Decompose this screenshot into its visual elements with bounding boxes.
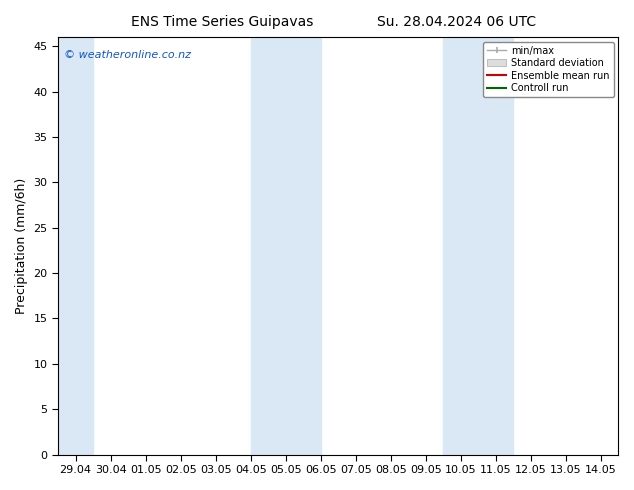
Bar [58,37,93,455]
Text: Su. 28.04.2024 06 UTC: Su. 28.04.2024 06 UTC [377,15,536,29]
Text: ENS Time Series Guipavas: ENS Time Series Guipavas [131,15,313,29]
Text: © weatheronline.co.nz: © weatheronline.co.nz [63,49,191,60]
Y-axis label: Precipitation (mm/6h): Precipitation (mm/6h) [15,178,28,314]
Legend: min/max, Standard deviation, Ensemble mean run, Controll run: min/max, Standard deviation, Ensemble me… [483,42,614,97]
Bar [250,37,321,455]
Bar [443,37,514,455]
